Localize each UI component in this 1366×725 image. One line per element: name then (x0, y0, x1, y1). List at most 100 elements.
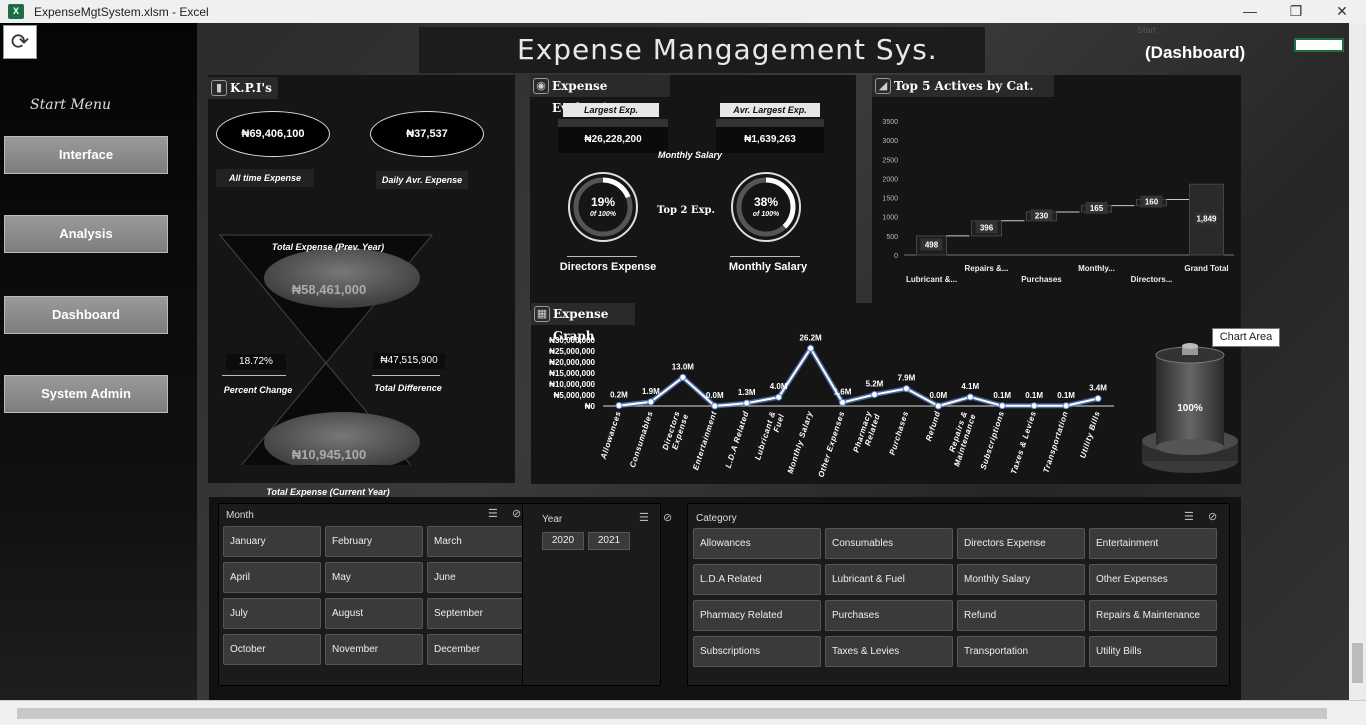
line-chart-x-label-line: Consumables (628, 410, 655, 469)
line-chart-data-label: 0.1M (1025, 391, 1043, 400)
largest-expense-label: Largest Exp. (563, 103, 659, 117)
category-item-directors-expense[interactable]: Directors Expense (957, 528, 1085, 559)
line-chart-x-label-line: Allowances (599, 410, 623, 461)
category-item-transportation[interactable]: Transportation (957, 636, 1085, 667)
excel-app-icon: X (8, 4, 24, 19)
close-button[interactable]: ✕ (1336, 3, 1348, 19)
waterfall-data-label: 1,849 (1196, 215, 1217, 224)
dashboard-button[interactable]: Dashboard (4, 296, 168, 334)
month-item-december[interactable]: December (427, 634, 525, 665)
percent-change-underline (222, 375, 286, 376)
expense-graph-panel: ▦ Expense Graph ₦0 ₦5,000,000 ₦10,000,000 ₦1… (531, 303, 1241, 484)
month-item-june[interactable]: June (427, 562, 525, 593)
category-item-repairs-maintenance[interactable]: Repairs & Maintenance (1089, 600, 1217, 631)
top-2-expenses-label: Top 2 Exp. (657, 205, 715, 216)
line-chart-x-label: Subscriptions (979, 410, 1006, 471)
month-item-november[interactable]: November (325, 634, 423, 665)
year-item-2021[interactable]: 2021 (588, 532, 630, 550)
gauge-value: 100% (1177, 403, 1203, 414)
year-item-2020[interactable]: 2020 (542, 532, 584, 550)
category-item-refund[interactable]: Refund (957, 600, 1085, 631)
line-chart-y-tick: ₦15,000,000 (549, 369, 595, 378)
directors-expense-sub: 0f 100% (589, 211, 617, 218)
month-item-september[interactable]: September (427, 598, 525, 629)
waterfall-y-tick: 0 (894, 253, 898, 260)
window-title-bar: X ExpenseMgtSystem.xlsm - Excel — ❐ ✕ (0, 0, 1366, 23)
category-item-purchases[interactable]: Purchases (825, 600, 953, 631)
month-item-april[interactable]: April (223, 562, 321, 593)
clear-filter-icon[interactable]: ⊘ (663, 512, 673, 524)
line-chart-x-label: Repairs &Maintenance (944, 410, 978, 468)
expense-line-chart: ₦0 ₦5,000,000 ₦10,000,000 ₦15,000,000 ₦20,00… (549, 333, 1114, 479)
waterfall-y-tick: 3000 (882, 138, 898, 145)
line-chart-data-label: 0.1M (993, 391, 1011, 400)
line-chart-point (647, 398, 655, 406)
month-item-march[interactable]: March (427, 526, 525, 557)
page-title: Expense Mangagement Sys. (517, 33, 938, 66)
line-chart-x-label: Purchases (888, 410, 911, 456)
refresh-icon[interactable]: ⟳ (3, 25, 37, 59)
line-chart-y-tick: ₦25,000,000 (549, 347, 595, 356)
minimize-button[interactable]: — (1243, 3, 1257, 19)
system-admin-button[interactable]: System Admin (4, 375, 168, 413)
start-menu-panel: ⟳ Start Menu Interface Analysis Dashboar… (0, 23, 197, 700)
category-item-utility-bills[interactable]: Utility Bills (1089, 636, 1217, 667)
line-chart-point (807, 344, 815, 352)
line-chart-x-label-line: Taxes & Levies (1009, 410, 1038, 475)
waterfall-data-label: 160 (1145, 198, 1159, 207)
vertical-scroll-thumb[interactable] (1352, 643, 1363, 683)
monthly-salary-sub: of 100% (752, 211, 780, 218)
window-title: ExpenseMgtSystem.xlsm - Excel (34, 5, 209, 19)
horizontal-scrollbar[interactable] (0, 700, 1366, 725)
title-band (419, 27, 985, 73)
category-item-consumables[interactable]: Consumables (825, 528, 953, 559)
month-item-january[interactable]: January (223, 526, 321, 557)
month-item-february[interactable]: February (325, 526, 423, 557)
analysis-button[interactable]: Analysis (4, 215, 168, 253)
category-item-allowances[interactable]: Allowances (693, 528, 821, 559)
category-item-lubricant-fuel[interactable]: Lubricant & Fuel (825, 564, 953, 595)
category-item-subscriptions[interactable]: Subscriptions (693, 636, 821, 667)
multi-select-icon[interactable]: ☰ (488, 508, 498, 520)
waterfall-x-label: Grand Total (1184, 264, 1228, 273)
category-item-entertainment[interactable]: Entertainment (1089, 528, 1217, 559)
interface-button[interactable]: Interface (4, 136, 168, 174)
month-item-october[interactable]: October (223, 634, 321, 665)
multi-select-icon[interactable]: ☰ (1184, 511, 1194, 523)
grid-icon: ▦ (534, 306, 550, 322)
line-chart-x-label-line: Other Expenses (816, 410, 846, 479)
percent-change-label: Percent Change (223, 385, 293, 395)
dashboard-canvas: Expense Mangagement Sys. Start (Dashboar… (197, 23, 1349, 700)
multi-select-icon[interactable]: ☰ (639, 512, 649, 524)
prev-year-value: ₦58,461,000 (291, 282, 367, 297)
clear-filter-icon[interactable]: ⊘ (512, 508, 522, 520)
month-item-august[interactable]: August (325, 598, 423, 629)
line-chart-x-label-line: Entertainment (691, 410, 719, 471)
waterfall-label-bg (920, 238, 943, 251)
selected-cell[interactable] (1294, 38, 1344, 52)
line-chart-data-label: 0.1M (1057, 391, 1075, 400)
directors-expense-ring (568, 172, 638, 242)
month-slicer-title: Month (226, 510, 254, 521)
vertical-scrollbar[interactable] (1349, 23, 1366, 700)
category-slicer-title: Category (696, 513, 737, 524)
line-chart-x-label-line: Purchases (888, 410, 911, 456)
category-item-pharmacy-related[interactable]: Pharmacy Related (693, 600, 821, 631)
line-chart-data-label: 0.0M (706, 391, 724, 400)
line-chart-data-label: 1.6M (834, 387, 852, 396)
line-chart-data-label: 1.9M (642, 387, 660, 396)
category-item-monthly-salary[interactable]: Monthly Salary (957, 564, 1085, 595)
line-chart-x-label: Utility Bills (1078, 410, 1102, 460)
category-item-l-d-a-related[interactable]: L.D.A Related (693, 564, 821, 595)
line-chart-x-label-line: Refund (924, 409, 942, 442)
kpi-heading: ▮ K.P.I's (208, 77, 278, 99)
month-item-july[interactable]: July (223, 598, 321, 629)
horizontal-scroll-thumb[interactable] (17, 708, 1327, 719)
clear-filter-icon[interactable]: ⊘ (1208, 511, 1218, 523)
month-item-may[interactable]: May (325, 562, 423, 593)
directors-expense-name: Directors Expense (559, 261, 657, 273)
maximize-button[interactable]: ❐ (1289, 3, 1303, 19)
category-item-taxes-levies[interactable]: Taxes & Levies (825, 636, 953, 667)
category-item-other-expenses[interactable]: Other Expenses (1089, 564, 1217, 595)
waterfall-x-label: Purchases (1021, 275, 1062, 284)
